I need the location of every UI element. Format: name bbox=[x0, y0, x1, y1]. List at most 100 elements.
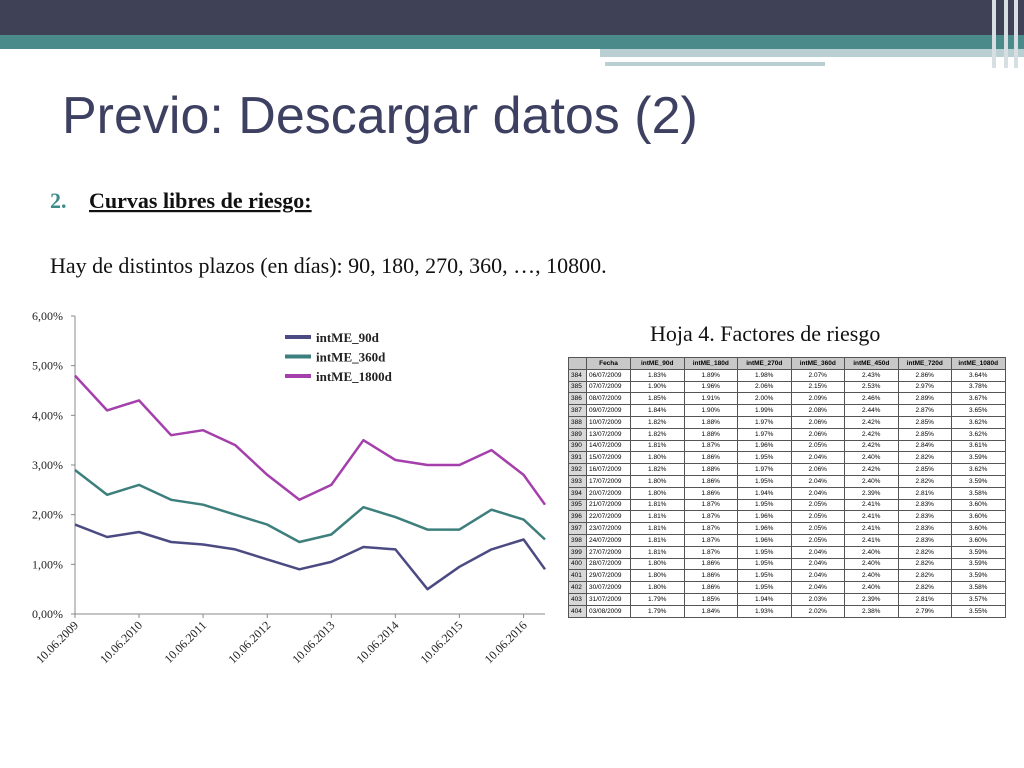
table-cell: 2.85% bbox=[897, 463, 952, 476]
table-cell: 1.91% bbox=[683, 392, 738, 406]
table-cell: 1.93% bbox=[737, 604, 792, 618]
table-cell: 2.40% bbox=[844, 569, 899, 583]
x-tick-label: 10.06.2014 bbox=[353, 618, 401, 666]
table-cell: 2.44% bbox=[844, 404, 899, 417]
table-cell: 3.58% bbox=[951, 486, 1006, 500]
table-cell: 2.05% bbox=[790, 439, 845, 453]
table-cell: 13/07/2009 bbox=[586, 427, 631, 441]
table-cell: 1.99% bbox=[737, 404, 792, 417]
table-cell: 23/07/2009 bbox=[586, 522, 631, 535]
table-cell: 1.86% bbox=[683, 451, 738, 465]
table-cell: 390 bbox=[568, 439, 587, 453]
table-cell: 1.84% bbox=[683, 604, 738, 618]
table-cell: 2.05% bbox=[790, 510, 845, 524]
table-cell: 06/07/2009 bbox=[586, 368, 631, 382]
accent-band bbox=[600, 49, 1024, 57]
table-cell: 1.80% bbox=[630, 451, 685, 465]
table-row: 397 23/07/2009 1.81% 1.87% 1.96% 2.05% 2.41% 2.… bbox=[568, 522, 1006, 535]
table-cell: 2.03% bbox=[790, 592, 845, 606]
table-cell: 2.04% bbox=[790, 474, 845, 488]
table-cell: 2.06% bbox=[790, 415, 845, 429]
table-cell: 2.41% bbox=[844, 522, 899, 535]
table-cell: 1.95% bbox=[737, 451, 792, 465]
teal-band bbox=[0, 35, 1024, 49]
table-cell: 3.78% bbox=[951, 380, 1006, 394]
table-cell: 1.86% bbox=[683, 486, 738, 500]
table-cell: 2.42% bbox=[844, 439, 899, 453]
table-cell: 27/07/2009 bbox=[586, 545, 631, 559]
y-tick-label: 3,00% bbox=[32, 458, 63, 472]
table-row: 400 28/07/2009 1.80% 1.86% 1.95% 2.04% 2.40% 2.… bbox=[568, 557, 1006, 571]
table-cell: 15/07/2009 bbox=[586, 451, 631, 465]
table-cell: 2.05% bbox=[790, 533, 845, 547]
table-cell: 2.43% bbox=[844, 368, 899, 382]
table-cell: 1.88% bbox=[683, 415, 738, 429]
table-cell: 2.82% bbox=[897, 545, 952, 559]
table-cell: 1.80% bbox=[630, 557, 685, 571]
table-cell: 30/07/2009 bbox=[586, 581, 631, 594]
table-cell: 10/07/2009 bbox=[586, 415, 631, 429]
table-cell: 384 bbox=[568, 368, 587, 382]
table-cell: 1.81% bbox=[630, 510, 685, 524]
table-cell: 1.79% bbox=[630, 604, 685, 618]
table-cell: 2.04% bbox=[790, 486, 845, 500]
table-cell: 2.00% bbox=[737, 392, 792, 406]
table-cell: 398 bbox=[568, 533, 587, 547]
table-cell: 404 bbox=[568, 604, 587, 618]
table-row: 386 08/07/2009 1.85% 1.91% 2.00% 2.09% 2.46% 2.… bbox=[568, 392, 1006, 406]
x-tick-label: 10.06.2009 bbox=[33, 618, 81, 666]
table-cell: 2.83% bbox=[897, 498, 952, 512]
table-cell: 1.97% bbox=[737, 427, 792, 441]
table-row: 384 06/07/2009 1.83% 1.89% 1.98% 2.07% 2.43% 2.… bbox=[568, 368, 1006, 382]
table-cell: 1.82% bbox=[630, 415, 685, 429]
item-number: 2. bbox=[50, 188, 67, 213]
table-cell: 1.80% bbox=[630, 569, 685, 583]
table-cell: 2.04% bbox=[790, 569, 845, 583]
y-tick-label: 0,00% bbox=[32, 607, 63, 621]
table-cell: 2.15% bbox=[790, 380, 845, 394]
table-cell: 394 bbox=[568, 486, 587, 500]
table-cell: 2.79% bbox=[897, 604, 952, 618]
table-cell: 3.64% bbox=[951, 368, 1006, 382]
table-cell: 2.05% bbox=[790, 498, 845, 512]
table-cell: 20/07/2009 bbox=[586, 486, 631, 500]
table-row: 401 29/07/2009 1.80% 1.86% 1.95% 2.04% 2.40% 2.… bbox=[568, 569, 1006, 583]
table-cell: 3.61% bbox=[951, 439, 1006, 453]
table-cell: 1.83% bbox=[630, 368, 685, 382]
table-cell: 08/07/2009 bbox=[586, 392, 631, 406]
x-tick-label: 10.06.2012 bbox=[225, 618, 273, 666]
table-cell: 1.81% bbox=[630, 522, 685, 535]
y-tick-label: 6,00% bbox=[32, 309, 63, 323]
header-cell: intME_270d bbox=[737, 357, 792, 370]
table-cell: 1.94% bbox=[737, 592, 792, 606]
table-cell: 2.97% bbox=[897, 380, 952, 394]
table-cell: 03/08/2009 bbox=[586, 604, 631, 618]
table-row: 391 15/07/2009 1.80% 1.86% 1.95% 2.04% 2.40% 2.… bbox=[568, 451, 1006, 465]
table-cell: 1.95% bbox=[737, 581, 792, 594]
table-cell: 3.60% bbox=[951, 510, 1006, 524]
header-cell: intME_1080d bbox=[951, 357, 1006, 370]
table-cell: 1.81% bbox=[630, 533, 685, 547]
table-cell: 2.42% bbox=[844, 415, 899, 429]
table-cell: 2.04% bbox=[790, 557, 845, 571]
table-cell: 3.62% bbox=[951, 463, 1006, 476]
table-cell: 1.80% bbox=[630, 581, 685, 594]
table-cell: 1.87% bbox=[683, 533, 738, 547]
table-cell: 389 bbox=[568, 427, 587, 441]
table-cell: 385 bbox=[568, 380, 587, 394]
table-cell: 1.87% bbox=[683, 522, 738, 535]
y-tick-label: 4,00% bbox=[32, 408, 63, 422]
table-cell: 2.40% bbox=[844, 545, 899, 559]
table-cell: 2.09% bbox=[790, 392, 845, 406]
table-cell: 1.80% bbox=[630, 474, 685, 488]
header-cell: Fecha bbox=[586, 357, 631, 370]
table-cell: 1.81% bbox=[630, 498, 685, 512]
header-cell: intME_720d bbox=[897, 357, 952, 370]
table-row: 389 13/07/2009 1.82% 1.88% 1.97% 2.06% 2.42% 2.… bbox=[568, 427, 1006, 441]
table-cell: 28/07/2009 bbox=[586, 557, 631, 571]
table-cell: 395 bbox=[568, 498, 587, 512]
table-cell: 3.59% bbox=[951, 569, 1006, 583]
table-cell: 2.06% bbox=[737, 380, 792, 394]
